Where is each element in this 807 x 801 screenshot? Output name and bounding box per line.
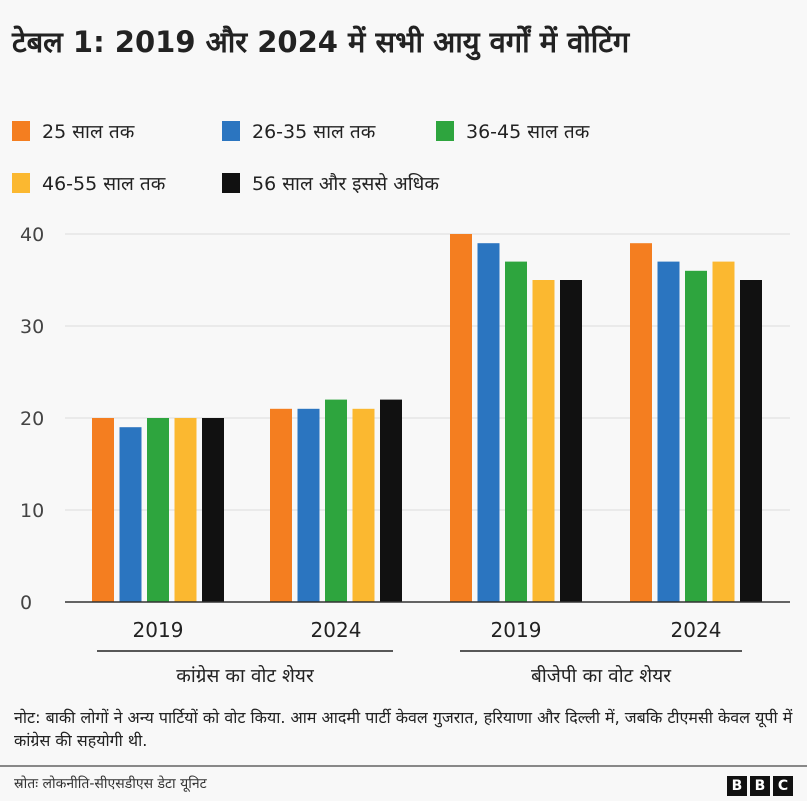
bar	[147, 418, 169, 602]
legend-item: 25 साल तक	[12, 118, 134, 144]
legend-label: 46-55 साल तक	[42, 173, 166, 195]
bar	[174, 418, 197, 602]
legend-label: 36-45 साल तक	[466, 121, 590, 143]
bar	[297, 408, 320, 602]
chart-title: टेबल 1: 2019 और 2024 में सभी आयु वर्गों …	[12, 25, 630, 59]
y-tick-label: 0	[20, 592, 32, 614]
bar	[202, 418, 224, 602]
divider	[0, 765, 807, 767]
legend-label: 26-35 साल तक	[252, 121, 376, 143]
y-tick-label: 10	[20, 500, 44, 522]
bar	[270, 408, 292, 602]
bar-chart: 0 10 20 30 40 2019 2024 2019 2024 कांग्रेस का वोट…	[20, 224, 790, 687]
legend-swatch	[12, 173, 30, 193]
group-label: बीजेपी का वोट शेयर	[531, 664, 672, 687]
y-tick-label: 40	[20, 224, 44, 246]
legend-item: 46-55 साल तक	[12, 170, 165, 196]
bar	[325, 399, 347, 602]
bar	[450, 234, 472, 602]
source-text: स्रोतः लोकनीति-सीएसडीएस डेटा यूनिट	[14, 776, 207, 792]
legend-swatch	[222, 121, 240, 141]
legend-item: 36-45 साल तक	[436, 118, 589, 144]
bar	[657, 261, 680, 602]
bar	[740, 280, 762, 602]
legend-swatch	[436, 121, 454, 141]
bar	[560, 280, 582, 602]
legend-swatch	[12, 121, 30, 141]
bar	[505, 261, 527, 602]
legend-label: 25 साल तक	[42, 121, 135, 143]
bar	[477, 243, 500, 602]
x-category-label: 2024	[311, 618, 362, 642]
bar	[630, 243, 652, 602]
legend-item: 56 साल और इससे अधिक	[222, 170, 439, 196]
y-tick-label: 30	[20, 316, 44, 338]
bar	[712, 261, 735, 602]
legend-label: 56 साल और इससे अधिक	[252, 173, 439, 195]
x-category-label: 2019	[133, 618, 184, 642]
x-category-label: 2024	[671, 618, 722, 642]
x-category-label: 2019	[491, 618, 542, 642]
chart-note: नोट: बाकी लोगों ने अन्य पार्टियों को वोट…	[14, 708, 793, 750]
legend-item: 26-35 साल तक	[222, 118, 375, 144]
bar	[352, 408, 375, 602]
group-label: कांग्रेस का वोट शेयर	[176, 664, 315, 687]
bar	[119, 427, 142, 602]
bar	[380, 399, 402, 602]
legend-swatch	[222, 173, 240, 193]
bar	[685, 270, 707, 602]
bar	[532, 280, 555, 602]
y-tick-label: 20	[20, 408, 44, 430]
bar	[92, 418, 114, 602]
